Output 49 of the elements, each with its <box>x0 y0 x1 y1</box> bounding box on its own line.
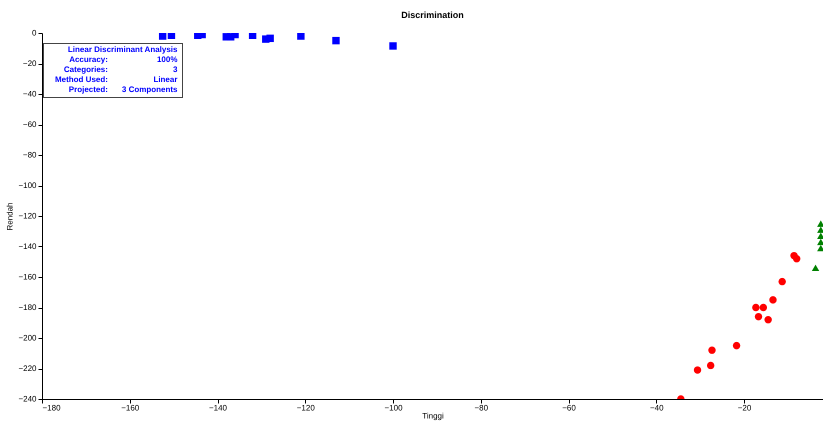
point <box>817 232 823 240</box>
point <box>817 244 823 252</box>
point <box>764 316 772 324</box>
y-tick-label: −120 <box>18 212 38 220</box>
y-tick-label: 0 <box>32 28 38 38</box>
x-tick-label: −40 <box>650 404 664 412</box>
x-tick-label: −100 <box>384 404 404 412</box>
point <box>760 304 768 312</box>
point <box>817 226 823 233</box>
y-tick-label: −80 <box>22 150 38 160</box>
chart-title: Discrimination <box>401 10 464 20</box>
annotation: Linear Discriminant Analysis <box>66 45 178 55</box>
x-tick-label: −140 <box>208 404 228 412</box>
x-tick-label: −120 <box>296 404 316 412</box>
point <box>708 346 716 354</box>
point <box>266 34 274 42</box>
x-tick-label: −80 <box>474 404 489 412</box>
point <box>694 366 702 374</box>
point <box>769 296 777 304</box>
point <box>752 304 760 312</box>
y-tick-label: −40 <box>22 90 38 98</box>
x-tick-label: −160 <box>121 404 140 412</box>
point <box>792 255 800 262</box>
point <box>817 220 823 227</box>
y-tick-label: −200 <box>18 334 38 342</box>
y-tick-label: −180 <box>18 303 38 312</box>
x-tick-label: −180 <box>42 404 62 412</box>
point <box>297 33 305 40</box>
x-tick-label: −20 <box>738 404 752 412</box>
y-tick-label: −60 <box>22 120 38 129</box>
y-tick-label: −160 <box>18 272 38 282</box>
y-tick-label: −220 <box>18 364 38 373</box>
point <box>706 362 714 370</box>
y-tick-label: −140 <box>18 242 38 251</box>
x-axis-title: Tinggi <box>422 412 444 420</box>
point <box>332 36 340 44</box>
point <box>248 33 256 39</box>
info-box: Linear Discriminant Analysis Accuracy: 100% Categories: 3 Method Used: Linear Projected: 3 Components <box>43 43 184 98</box>
point <box>168 33 176 39</box>
point <box>778 278 786 286</box>
x-tick-label: −60 <box>562 404 576 412</box>
y-tick-label: −20 <box>22 59 38 68</box>
point <box>732 342 740 350</box>
point <box>754 312 762 320</box>
point <box>158 33 166 40</box>
y-axis-title: Rendah <box>5 202 14 231</box>
y-tick-label: −240 <box>18 394 38 404</box>
y-tick-label: −100 <box>18 181 38 190</box>
point <box>817 238 823 246</box>
